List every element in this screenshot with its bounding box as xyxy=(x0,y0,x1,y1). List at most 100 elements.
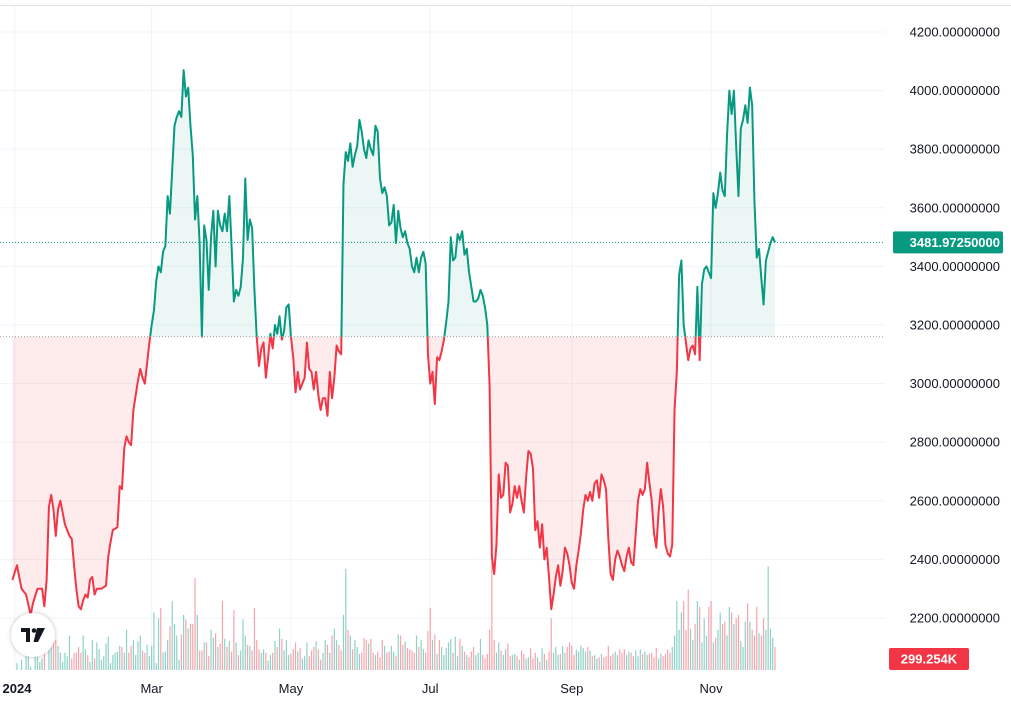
volume-bar xyxy=(297,651,299,670)
volume-bar xyxy=(511,655,514,670)
volume-bar xyxy=(504,649,507,670)
volume-bar xyxy=(130,645,132,670)
volume-bar xyxy=(632,656,635,670)
volume-bar xyxy=(637,656,639,670)
volume-bar xyxy=(25,656,27,670)
volume-bar xyxy=(571,645,573,670)
volume-bar xyxy=(265,652,267,670)
volume-bar xyxy=(646,655,648,670)
volume-bar xyxy=(82,635,84,670)
volume-bar xyxy=(84,649,87,670)
volume-bar xyxy=(520,650,523,670)
volume-bar xyxy=(644,651,646,670)
volume-bar xyxy=(251,650,253,670)
last-price-label: 3481.97250000 xyxy=(910,235,1000,250)
volume-bar xyxy=(651,652,653,670)
volume-bar xyxy=(215,633,217,670)
volume-bar xyxy=(431,640,434,670)
volume-bar xyxy=(93,658,96,670)
x-tick-label: Jul xyxy=(422,681,439,696)
volume-bar xyxy=(539,661,541,670)
volume-bar xyxy=(767,566,769,670)
volume-bar xyxy=(240,650,242,670)
volume-bar xyxy=(176,635,178,670)
volume-bar xyxy=(409,649,411,670)
last-volume-badge: 299.254K xyxy=(889,648,969,670)
volume-bar xyxy=(290,653,292,670)
volume-bar xyxy=(628,651,630,670)
volume-bar xyxy=(653,657,655,670)
volume-bar xyxy=(62,661,64,670)
volume-bar xyxy=(30,666,32,670)
y-tick-label: 2800.00000000 xyxy=(910,435,1000,450)
y-tick-label: 3600.00000000 xyxy=(910,200,1000,215)
volume-bar xyxy=(454,636,456,670)
volume-bar xyxy=(242,619,244,670)
area-fill-down xyxy=(12,336,701,616)
volume-bar xyxy=(566,647,568,670)
volume-bar xyxy=(347,629,349,670)
x-tick-label: May xyxy=(279,681,304,696)
volume-bar xyxy=(64,652,66,670)
volume-bar xyxy=(208,656,210,670)
tradingview-logo-icon[interactable] xyxy=(11,613,55,657)
volume-bar xyxy=(98,649,100,670)
volume-bar xyxy=(299,648,301,670)
volume-bar xyxy=(724,621,726,670)
volume-bar xyxy=(733,624,735,670)
price-axis[interactable]: 4200.00000000 4000.00000000 3800.00000000 3… xyxy=(910,25,1000,626)
volume-bar xyxy=(164,651,166,670)
volume-bar xyxy=(728,606,730,670)
price-line xyxy=(11,69,776,617)
reference-lines xyxy=(0,241,885,338)
y-tick-label: 3400.00000000 xyxy=(910,259,1000,274)
volume-bar xyxy=(155,663,157,670)
volume-bar xyxy=(596,658,598,670)
volume-bar xyxy=(354,640,356,670)
volume-bar xyxy=(178,659,180,670)
volume-bar xyxy=(103,656,105,670)
volume-bar xyxy=(500,650,502,670)
volume-bar xyxy=(292,649,294,670)
volume-bar xyxy=(16,663,18,670)
volume-bar xyxy=(461,645,463,670)
volume-bar xyxy=(187,628,189,670)
volume-bar xyxy=(260,652,262,670)
volume-bar xyxy=(689,628,692,670)
volume-bar xyxy=(610,656,612,670)
volume-bar xyxy=(559,653,561,670)
volume-bar xyxy=(676,601,678,670)
volume-bar xyxy=(217,647,219,670)
volume-bar xyxy=(468,657,470,670)
tradingview-logo-glyph xyxy=(21,628,45,642)
volume-bar xyxy=(648,653,651,670)
volume-bar xyxy=(153,612,155,670)
last-volume-label: 299.254K xyxy=(901,652,958,667)
volume-bar xyxy=(276,647,278,670)
volume-bar xyxy=(543,653,545,670)
x-tick-label: Sep xyxy=(560,681,583,696)
volume-bar xyxy=(169,626,171,670)
y-tick-label: 2200.00000000 xyxy=(910,611,1000,626)
volume-bar xyxy=(221,601,224,670)
volume-bar xyxy=(514,653,516,670)
volume-bar xyxy=(493,640,495,670)
volume-bar xyxy=(415,635,418,670)
volume-bar xyxy=(425,652,427,670)
volume-bar xyxy=(436,653,438,670)
volume-bar xyxy=(219,643,221,670)
volume-bar xyxy=(383,645,386,670)
volume-bar xyxy=(393,651,395,670)
volume-bar xyxy=(189,624,192,670)
volume-bar xyxy=(555,647,557,670)
volume-bar xyxy=(550,618,552,670)
volume-bar xyxy=(285,640,287,670)
x-tick-label: Mar xyxy=(140,681,163,696)
volume-bar xyxy=(692,640,694,670)
volume-bar xyxy=(447,642,450,670)
volume-bar xyxy=(721,624,724,670)
volume-bar xyxy=(441,647,443,670)
time-axis[interactable]: 2024 Mar May Jul Sep Nov xyxy=(3,681,724,696)
